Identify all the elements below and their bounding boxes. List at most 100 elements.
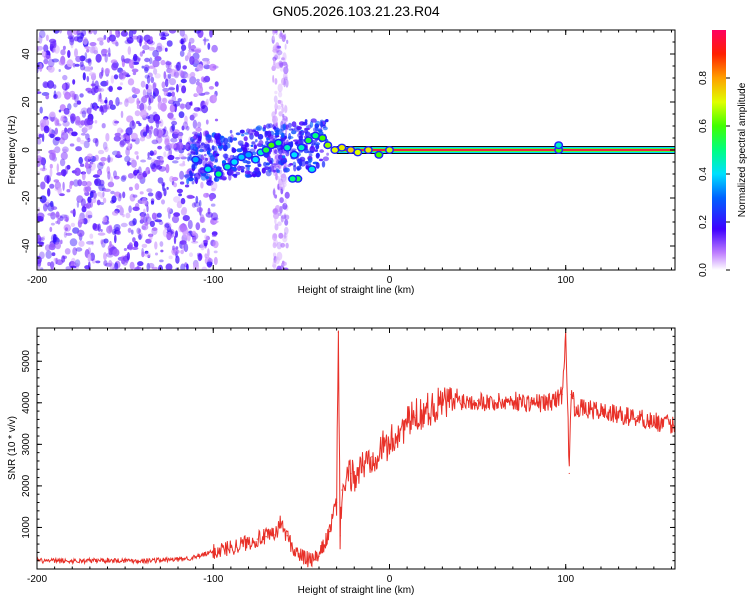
noise-blob xyxy=(58,59,66,66)
noise-blob xyxy=(70,113,76,122)
noise-blob xyxy=(119,206,124,216)
noise-blob xyxy=(144,41,148,45)
noise-blob xyxy=(207,248,210,258)
noise-blob xyxy=(111,62,118,71)
noise-blob xyxy=(50,233,58,243)
noise-blob xyxy=(55,220,59,224)
noise-blob xyxy=(199,216,206,223)
noise-blob xyxy=(237,140,244,146)
ridge-core xyxy=(336,149,675,151)
noise-blob xyxy=(272,35,275,41)
bright-point xyxy=(319,135,326,141)
noise-blob xyxy=(38,30,46,39)
noise-blob xyxy=(93,30,98,35)
snr-point xyxy=(291,547,294,549)
colorbar-ticks: 0.0 0.2 0.4 0.6 0.8 xyxy=(698,71,730,277)
noise-blob xyxy=(277,54,281,60)
x-tick-label: -100 xyxy=(203,275,223,286)
noise-blob xyxy=(146,213,150,220)
noise-blob xyxy=(275,62,281,69)
noise-blob xyxy=(199,82,203,89)
noise-blob xyxy=(277,99,282,104)
noise-blob xyxy=(134,267,137,270)
noise-blob xyxy=(232,173,238,177)
noise-blob xyxy=(281,106,285,113)
noise-blob xyxy=(274,132,280,136)
noise-blob xyxy=(214,81,219,87)
noise-blob xyxy=(192,131,198,135)
noise-blob xyxy=(204,153,207,157)
noise-blob xyxy=(171,120,178,126)
noise-blob xyxy=(175,255,180,264)
noise-blob xyxy=(119,69,127,79)
noise-blob xyxy=(213,217,219,221)
noise-blob xyxy=(113,135,121,142)
noise-blob xyxy=(148,46,155,51)
noise-blob xyxy=(97,223,101,232)
noise-blob xyxy=(278,60,283,66)
noise-blob xyxy=(97,162,104,171)
noise-blob xyxy=(182,121,189,130)
bright-point xyxy=(204,166,211,172)
noise-blob xyxy=(162,87,170,92)
noise-blob xyxy=(215,135,221,139)
noise-blob xyxy=(73,102,78,108)
y-tick-label: 4000 xyxy=(21,391,32,414)
noise-blob xyxy=(140,213,145,223)
noise-blob xyxy=(114,234,117,244)
snr-point xyxy=(336,501,338,504)
noise-blob xyxy=(81,206,87,213)
noise-blob xyxy=(182,215,190,222)
bright-point xyxy=(331,147,338,153)
noise-blob xyxy=(145,134,152,140)
noise-blob xyxy=(124,98,129,107)
noise-blob xyxy=(210,203,216,207)
noise-blob xyxy=(192,119,198,129)
noise-blob xyxy=(132,30,137,35)
noise-blob xyxy=(274,108,277,115)
noise-blob xyxy=(318,158,324,162)
noise-blob xyxy=(53,257,57,266)
noise-blob xyxy=(189,76,197,85)
snr-point xyxy=(547,402,549,404)
noise-blob xyxy=(272,63,277,71)
noise-blob xyxy=(181,125,185,131)
noise-blob xyxy=(114,191,121,197)
noise-blob xyxy=(272,260,277,270)
noise-blob xyxy=(205,235,210,241)
noise-blob xyxy=(158,45,165,52)
noise-blob xyxy=(119,82,123,86)
noise-blob xyxy=(188,37,195,44)
noise-blob xyxy=(106,225,113,234)
noise-blob xyxy=(168,148,172,157)
noise-blob xyxy=(86,186,92,192)
noise-blob xyxy=(144,221,149,226)
noise-blob xyxy=(160,249,164,253)
y-tick-label: -40 xyxy=(21,238,32,253)
noise-blob xyxy=(180,263,186,270)
noise-blob xyxy=(245,142,250,148)
noise-blob xyxy=(141,243,148,248)
noise-blob xyxy=(58,30,63,34)
noise-blob xyxy=(79,61,84,68)
noise-blob xyxy=(56,259,63,266)
noise-blob xyxy=(296,167,300,171)
snr-point xyxy=(71,560,73,562)
noise-blob xyxy=(165,263,173,270)
noise-blob xyxy=(172,160,179,164)
noise-blob xyxy=(83,218,88,225)
noise-blob xyxy=(45,250,52,259)
noise-blob xyxy=(150,125,153,134)
noise-blob xyxy=(64,165,69,175)
noise-blob xyxy=(213,220,219,224)
x-tick-label: -100 xyxy=(203,574,223,585)
noise-blob xyxy=(49,200,54,208)
noise-blob xyxy=(205,157,209,162)
noise-blob xyxy=(171,91,175,97)
bright-point xyxy=(245,152,252,158)
noise-blob xyxy=(55,91,62,99)
noise-blob xyxy=(202,239,209,243)
noise-blob xyxy=(146,116,151,119)
noise-blob xyxy=(173,182,178,188)
bright-point xyxy=(338,145,345,151)
